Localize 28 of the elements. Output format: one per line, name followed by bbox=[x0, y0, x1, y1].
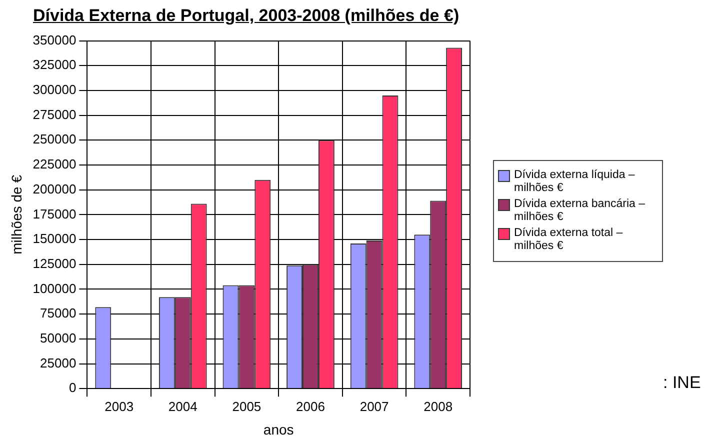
y-tick-label: 250000 bbox=[32, 132, 76, 147]
x-tick-label: 2007 bbox=[360, 398, 389, 414]
x-tick-label: 2004 bbox=[168, 398, 198, 414]
y-axis-title: milhões de € bbox=[8, 174, 24, 254]
text: : INE bbox=[663, 373, 701, 393]
y-tick-label: 300000 bbox=[32, 82, 76, 98]
y-tick-label: 200000 bbox=[32, 181, 76, 196]
chart-title: Dívida Externa de Portugal, 2003-2008 (milhões de €) bbox=[33, 6, 460, 26]
x-tick-label: 2005 bbox=[232, 398, 262, 414]
y-tick-label: 175000 bbox=[32, 206, 76, 222]
y-tick-label: 0 bbox=[68, 380, 76, 396]
y-tick-label: 50000 bbox=[40, 330, 76, 346]
y-tick-label: 125000 bbox=[32, 256, 76, 271]
y-tick-label: 225000 bbox=[32, 156, 76, 172]
x-tick-label: 2008 bbox=[424, 398, 453, 414]
y-tick-label: 25000 bbox=[40, 355, 76, 370]
y-tick-label: 350000 bbox=[32, 32, 76, 48]
legend-label: Dívida externa total – milhões € bbox=[514, 227, 624, 253]
x-axis-title: anos bbox=[263, 421, 294, 438]
y-tick-label: 325000 bbox=[32, 57, 76, 72]
legend-label: Dívida externa bancária – milhões € bbox=[514, 198, 646, 224]
legend-label: Dívida externa líquida – milhões € bbox=[514, 169, 636, 195]
y-tick-label: 75000 bbox=[40, 306, 76, 321]
x-tick-label: 2006 bbox=[296, 398, 325, 414]
y-tick-label: 150000 bbox=[32, 231, 76, 246]
y-tick-label: 275000 bbox=[32, 106, 76, 122]
y-tick-label: 100000 bbox=[32, 280, 76, 296]
x-tick-label: 2003 bbox=[104, 398, 134, 414]
